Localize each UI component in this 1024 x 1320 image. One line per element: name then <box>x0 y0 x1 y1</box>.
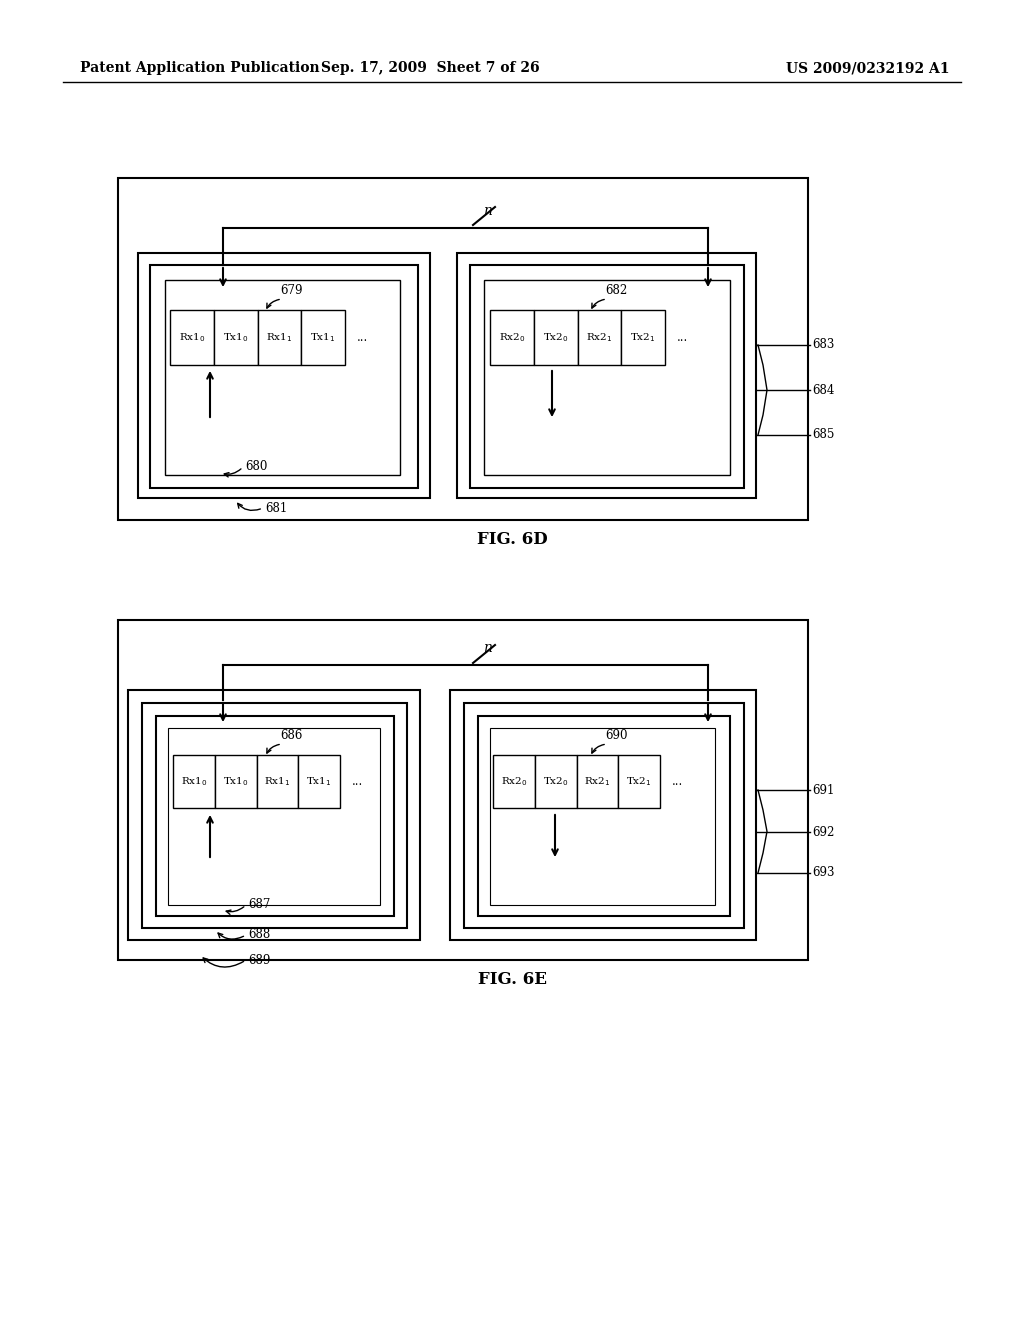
Text: 687: 687 <box>248 899 270 912</box>
Text: 683: 683 <box>812 338 835 351</box>
Bar <box>535 755 577 808</box>
Text: 690: 690 <box>605 729 628 742</box>
Text: Rx2$_0$: Rx2$_0$ <box>501 775 527 788</box>
Text: 692: 692 <box>812 825 835 838</box>
Text: Patent Application Publication: Patent Application Publication <box>80 61 319 75</box>
Text: Rx1$_1$: Rx1$_1$ <box>264 775 291 788</box>
Bar <box>118 620 808 960</box>
Bar <box>142 704 407 928</box>
Bar <box>450 690 756 940</box>
Bar <box>156 715 394 916</box>
Text: n: n <box>482 205 492 218</box>
Bar <box>493 755 535 808</box>
Bar <box>173 755 215 808</box>
Bar <box>622 310 665 366</box>
Text: ...: ... <box>357 331 369 345</box>
Bar <box>214 310 257 366</box>
Text: 686: 686 <box>280 729 302 742</box>
Text: 688: 688 <box>248 928 270 941</box>
Text: Tx2$_1$: Tx2$_1$ <box>631 331 655 345</box>
Bar <box>478 715 730 916</box>
Bar <box>470 265 744 488</box>
Text: Tx1$_0$: Tx1$_0$ <box>223 775 249 788</box>
Bar <box>256 755 298 808</box>
Bar <box>215 755 256 808</box>
Bar <box>484 280 730 475</box>
Bar <box>138 253 430 498</box>
Text: 682: 682 <box>605 284 628 297</box>
Text: 684: 684 <box>812 384 835 396</box>
Bar <box>490 310 534 366</box>
Text: 679: 679 <box>280 284 302 297</box>
Text: Rx2$_1$: Rx2$_1$ <box>585 775 610 788</box>
Text: ...: ... <box>677 331 688 345</box>
Bar <box>618 755 660 808</box>
Bar <box>257 310 301 366</box>
Text: FIG. 6D: FIG. 6D <box>476 532 548 549</box>
Bar <box>118 178 808 520</box>
Text: Tx1$_1$: Tx1$_1$ <box>310 331 336 345</box>
Text: Tx2$_1$: Tx2$_1$ <box>627 775 652 788</box>
Text: n: n <box>482 642 492 655</box>
Text: ...: ... <box>672 775 683 788</box>
Bar <box>490 729 715 906</box>
Bar <box>578 310 622 366</box>
Text: US 2009/0232192 A1: US 2009/0232192 A1 <box>786 61 950 75</box>
Bar <box>298 755 340 808</box>
Bar <box>301 310 345 366</box>
Text: ...: ... <box>352 775 364 788</box>
Text: FIG. 6E: FIG. 6E <box>477 972 547 989</box>
Text: Rx1$_0$: Rx1$_0$ <box>180 775 207 788</box>
Bar <box>464 704 744 928</box>
Text: 680: 680 <box>245 461 267 474</box>
Text: Rx2$_1$: Rx2$_1$ <box>586 331 612 345</box>
Text: Tx1$_0$: Tx1$_0$ <box>223 331 249 345</box>
Text: 681: 681 <box>265 502 288 515</box>
Text: Tx1$_1$: Tx1$_1$ <box>306 775 332 788</box>
Text: 691: 691 <box>812 784 835 796</box>
Text: 689: 689 <box>248 953 270 966</box>
Bar <box>577 755 618 808</box>
Text: Rx1$_0$: Rx1$_0$ <box>178 331 205 345</box>
Text: Tx2$_0$: Tx2$_0$ <box>543 775 568 788</box>
Text: 693: 693 <box>812 866 835 879</box>
Bar <box>534 310 578 366</box>
Text: Sep. 17, 2009  Sheet 7 of 26: Sep. 17, 2009 Sheet 7 of 26 <box>321 61 540 75</box>
Bar <box>128 690 420 940</box>
Bar <box>457 253 756 498</box>
Bar <box>165 280 400 475</box>
Bar <box>168 729 380 906</box>
Text: Tx2$_0$: Tx2$_0$ <box>543 331 568 345</box>
Bar <box>170 310 214 366</box>
Text: Rx2$_0$: Rx2$_0$ <box>499 331 525 345</box>
Text: Rx1$_1$: Rx1$_1$ <box>266 331 293 345</box>
Bar <box>150 265 418 488</box>
Text: 685: 685 <box>812 429 835 441</box>
